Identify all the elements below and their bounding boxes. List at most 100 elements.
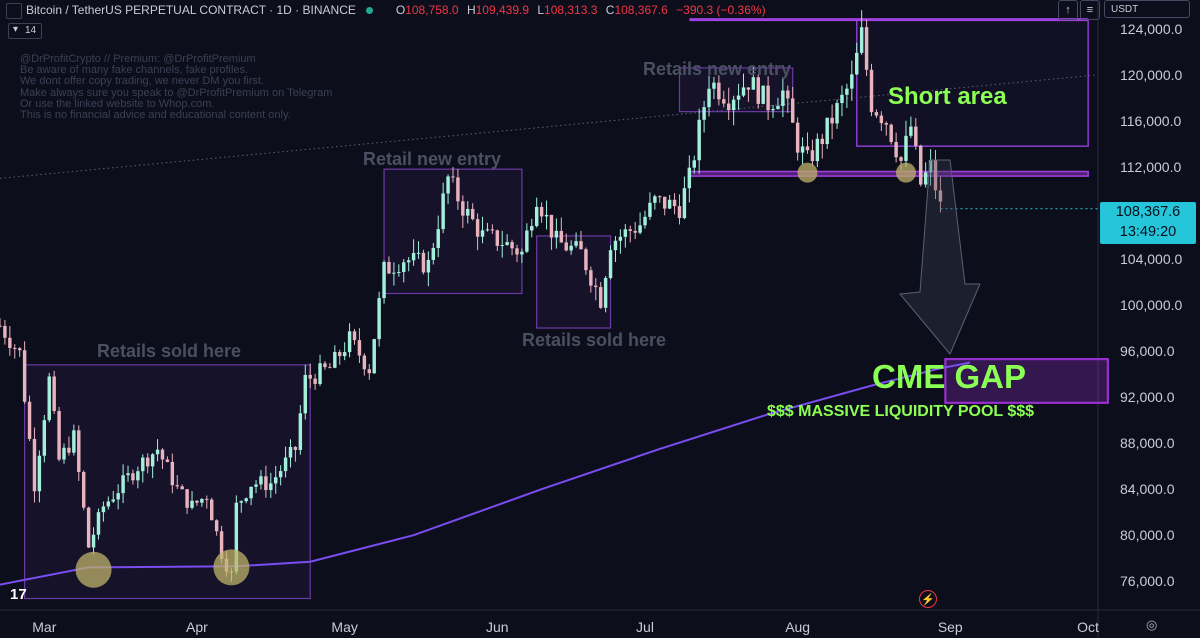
- candle-body: [47, 376, 51, 421]
- moving-average-line: [0, 361, 971, 586]
- candle-body: [446, 176, 450, 194]
- close-value: 108,367.6: [614, 3, 668, 17]
- candle-body: [466, 208, 470, 216]
- candle-body: [672, 199, 677, 207]
- candle-body: [741, 87, 746, 96]
- price-tick-label: 120,000.0: [1120, 67, 1182, 83]
- candle-body: [328, 367, 332, 369]
- candle-body: [461, 201, 465, 216]
- candle-body: [145, 457, 150, 467]
- candle-body: [475, 219, 480, 237]
- candle-body: [136, 471, 140, 481]
- label-cme-gap: CME GAP: [872, 358, 1027, 395]
- candle-body: [480, 230, 485, 237]
- candle-body: [288, 446, 293, 458]
- candle-body: [731, 99, 736, 110]
- symbol-title[interactable]: Bitcoin / TetherUS PERPETUAL CONTRACT · …: [26, 3, 356, 17]
- candle-body: [382, 261, 386, 299]
- tradingview-logo-icon[interactable]: 17: [10, 586, 27, 603]
- candle-body: [874, 112, 879, 116]
- settings-icon[interactable]: ◎: [1146, 617, 1158, 632]
- candle-body: [613, 240, 618, 251]
- candle-body: [278, 471, 283, 478]
- candle-body: [520, 251, 524, 255]
- candle-body: [603, 278, 608, 308]
- candle-body: [254, 484, 258, 487]
- candle-body: [96, 512, 101, 535]
- candle-body: [623, 229, 628, 237]
- candle-body: [451, 176, 455, 178]
- candle-body: [86, 507, 91, 548]
- candle-body: [869, 69, 874, 113]
- candle-body: [928, 160, 933, 173]
- candle-body: [392, 272, 396, 274]
- candle-body: [303, 374, 307, 414]
- label-retails-new-entry-2: Retails new entry: [643, 59, 792, 79]
- flash-icon[interactable]: ⚡: [919, 590, 937, 608]
- candle-body: [598, 287, 603, 308]
- candle-body: [638, 225, 642, 233]
- candle-body: [131, 473, 135, 481]
- ohlc-readout: O108,758.0 H109,439.9 L108,313.3 C108,36…: [391, 3, 766, 17]
- candle-body: [106, 501, 111, 507]
- candle-body: [411, 252, 416, 261]
- high-value: 109,439.9: [475, 3, 529, 17]
- candle-body: [116, 493, 120, 500]
- candle-body: [594, 285, 598, 288]
- candle-body: [776, 105, 780, 110]
- candle-body: [362, 355, 367, 370]
- candle-body: [141, 457, 145, 472]
- candle-body: [214, 520, 219, 532]
- candle-body: [904, 135, 908, 161]
- candle-body: [781, 90, 785, 106]
- currency-selector[interactable]: USDT: [1104, 0, 1190, 18]
- candle-body: [269, 483, 273, 491]
- high-label: H: [466, 3, 476, 17]
- candle-body: [72, 430, 76, 453]
- candle-body: [37, 455, 42, 492]
- forecast-arrow: [899, 159, 981, 355]
- menu-icon[interactable]: ≡: [1080, 0, 1100, 20]
- candle-body: [662, 196, 667, 209]
- candle-body: [864, 27, 869, 70]
- candle-body: [505, 242, 509, 246]
- candle-body: [338, 352, 342, 357]
- zone-cme_gap: [944, 357, 1109, 404]
- candle-body: [121, 475, 125, 494]
- candle-body: [559, 230, 564, 243]
- candle-body: [81, 471, 86, 508]
- candle-body: [456, 177, 460, 202]
- market-status-icon: [365, 6, 373, 14]
- candle-body: [687, 167, 692, 189]
- candle-body: [293, 446, 298, 450]
- candle-body: [470, 208, 475, 220]
- candle-body: [717, 82, 721, 100]
- candle-body: [347, 331, 352, 353]
- candle-body: [648, 202, 652, 217]
- candle-body: [712, 82, 716, 89]
- candle-body: [756, 77, 760, 104]
- dotted-trendline: [0, 74, 1099, 179]
- price-tick-label: 84,000.0: [1120, 481, 1175, 497]
- label-retails-sold-2: Retails sold here: [522, 330, 667, 350]
- candle-body: [579, 241, 583, 250]
- candle-body: [500, 245, 504, 247]
- up-arrow-icon[interactable]: ↑: [1058, 0, 1078, 20]
- candle-body: [539, 206, 544, 217]
- candle-body: [367, 369, 372, 374]
- candle-body: [333, 352, 337, 368]
- candle-body: [185, 489, 189, 508]
- candle-body: [855, 52, 859, 75]
- change-value: −390.3 (−0.36%): [676, 3, 766, 17]
- candle-body: [938, 190, 943, 202]
- indicator-toggle[interactable]: 14: [8, 23, 43, 39]
- candle-body: [761, 85, 765, 104]
- watermark-text: @DrProfitCrypto // Premium: @DrProfitPre…: [20, 53, 333, 122]
- candle-body: [249, 486, 253, 499]
- candle-body: [8, 337, 12, 348]
- price-tick-label: 96,000.0: [1120, 343, 1175, 359]
- candle-body: [22, 350, 27, 402]
- open-label: O: [395, 3, 406, 17]
- candle-body: [682, 188, 687, 219]
